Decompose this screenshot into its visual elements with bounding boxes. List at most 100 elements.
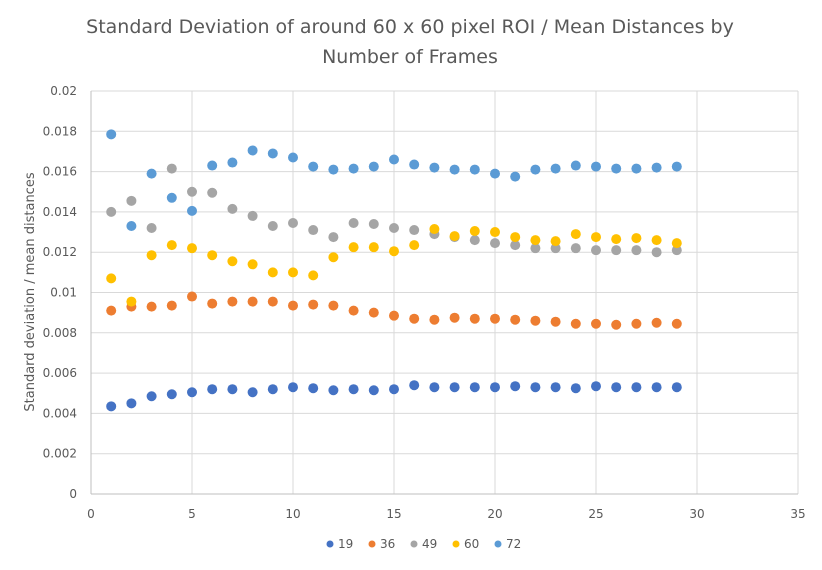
data-points [106, 129, 682, 412]
data-point [187, 387, 197, 398]
x-tick-label: 5 [188, 507, 196, 521]
data-point [207, 187, 218, 198]
data-point [146, 301, 157, 312]
legend-label: 60 [464, 537, 479, 551]
data-point [409, 159, 420, 170]
data-point [389, 154, 399, 165]
data-point [166, 163, 177, 174]
y-tick-label: 0.006 [43, 366, 77, 380]
data-point [611, 382, 622, 393]
legend-label: 49 [422, 537, 437, 551]
x-tick-label: 35 [790, 507, 805, 521]
data-point [348, 163, 359, 174]
x-tick-label: 0 [87, 507, 95, 521]
data-point [550, 236, 561, 247]
data-point [207, 160, 218, 171]
data-point [389, 223, 399, 234]
data-point [267, 148, 278, 159]
legend-item-19: 19 [326, 537, 353, 551]
series-19 [106, 380, 682, 412]
data-point [247, 387, 258, 398]
data-point [530, 382, 541, 393]
data-point [429, 162, 440, 173]
data-point [389, 310, 399, 321]
data-point [651, 162, 662, 173]
data-point [570, 229, 581, 240]
data-point [227, 296, 238, 307]
data-point [570, 318, 581, 329]
series-72 [106, 129, 682, 232]
data-point [530, 315, 541, 326]
data-point [490, 227, 500, 238]
data-point [570, 383, 581, 394]
data-point [126, 195, 137, 206]
data-point [227, 256, 238, 267]
data-point [288, 152, 298, 163]
legend-item-72: 72 [494, 537, 521, 551]
data-point [490, 168, 500, 179]
data-point [671, 382, 682, 393]
data-point [247, 145, 258, 156]
data-point [146, 223, 157, 234]
series-49 [106, 163, 682, 258]
data-point [368, 161, 379, 172]
y-axis-title: Standard deviation / mean distances [23, 172, 38, 411]
data-point [166, 389, 177, 400]
data-point [490, 238, 500, 249]
series-36 [106, 291, 682, 330]
data-point [570, 243, 581, 254]
data-point [146, 250, 157, 261]
data-point [611, 163, 622, 174]
data-point [550, 163, 561, 174]
x-tick-label: 10 [285, 507, 300, 521]
data-point [611, 319, 622, 330]
gridlines [91, 90, 799, 494]
data-point [429, 382, 440, 393]
data-point [510, 314, 521, 325]
data-point [409, 240, 420, 251]
data-point [328, 232, 339, 243]
legend-marker [326, 540, 334, 548]
data-point [671, 318, 682, 329]
y-tick-label: 0 [69, 487, 77, 501]
data-point [530, 243, 541, 254]
data-point [207, 384, 218, 395]
data-point [106, 305, 117, 316]
data-point [530, 164, 541, 175]
data-point [631, 163, 642, 174]
data-point [267, 296, 278, 307]
data-point [267, 384, 278, 395]
data-point [550, 316, 561, 327]
data-point [368, 242, 379, 253]
x-tick-label: 30 [689, 507, 704, 521]
data-point [368, 307, 379, 318]
data-point [490, 382, 500, 393]
data-point [449, 312, 460, 323]
data-point [510, 171, 521, 182]
data-point [308, 383, 319, 394]
data-point [207, 250, 218, 261]
data-point [308, 225, 319, 236]
data-point [570, 160, 581, 171]
legend-label: 72 [506, 537, 521, 551]
y-tick-label: 0.008 [43, 326, 77, 340]
data-point [591, 318, 601, 329]
data-point [227, 203, 238, 214]
data-point [348, 217, 359, 228]
data-point [267, 267, 278, 278]
y-tick-label: 0.014 [43, 205, 77, 219]
data-point [631, 382, 642, 393]
data-point [631, 233, 642, 244]
data-point [288, 217, 298, 228]
legend: 19 36 49 60 72 [326, 537, 521, 551]
data-point [409, 380, 420, 391]
data-point [288, 300, 298, 311]
chart-title-line-2: Number of Frames [322, 46, 498, 68]
legend-marker [452, 540, 460, 548]
data-point [469, 226, 480, 237]
data-point [449, 231, 460, 242]
y-tick-label: 0.012 [43, 245, 77, 259]
x-tick-label: 25 [588, 507, 603, 521]
y-tick-label: 0.016 [43, 165, 77, 179]
